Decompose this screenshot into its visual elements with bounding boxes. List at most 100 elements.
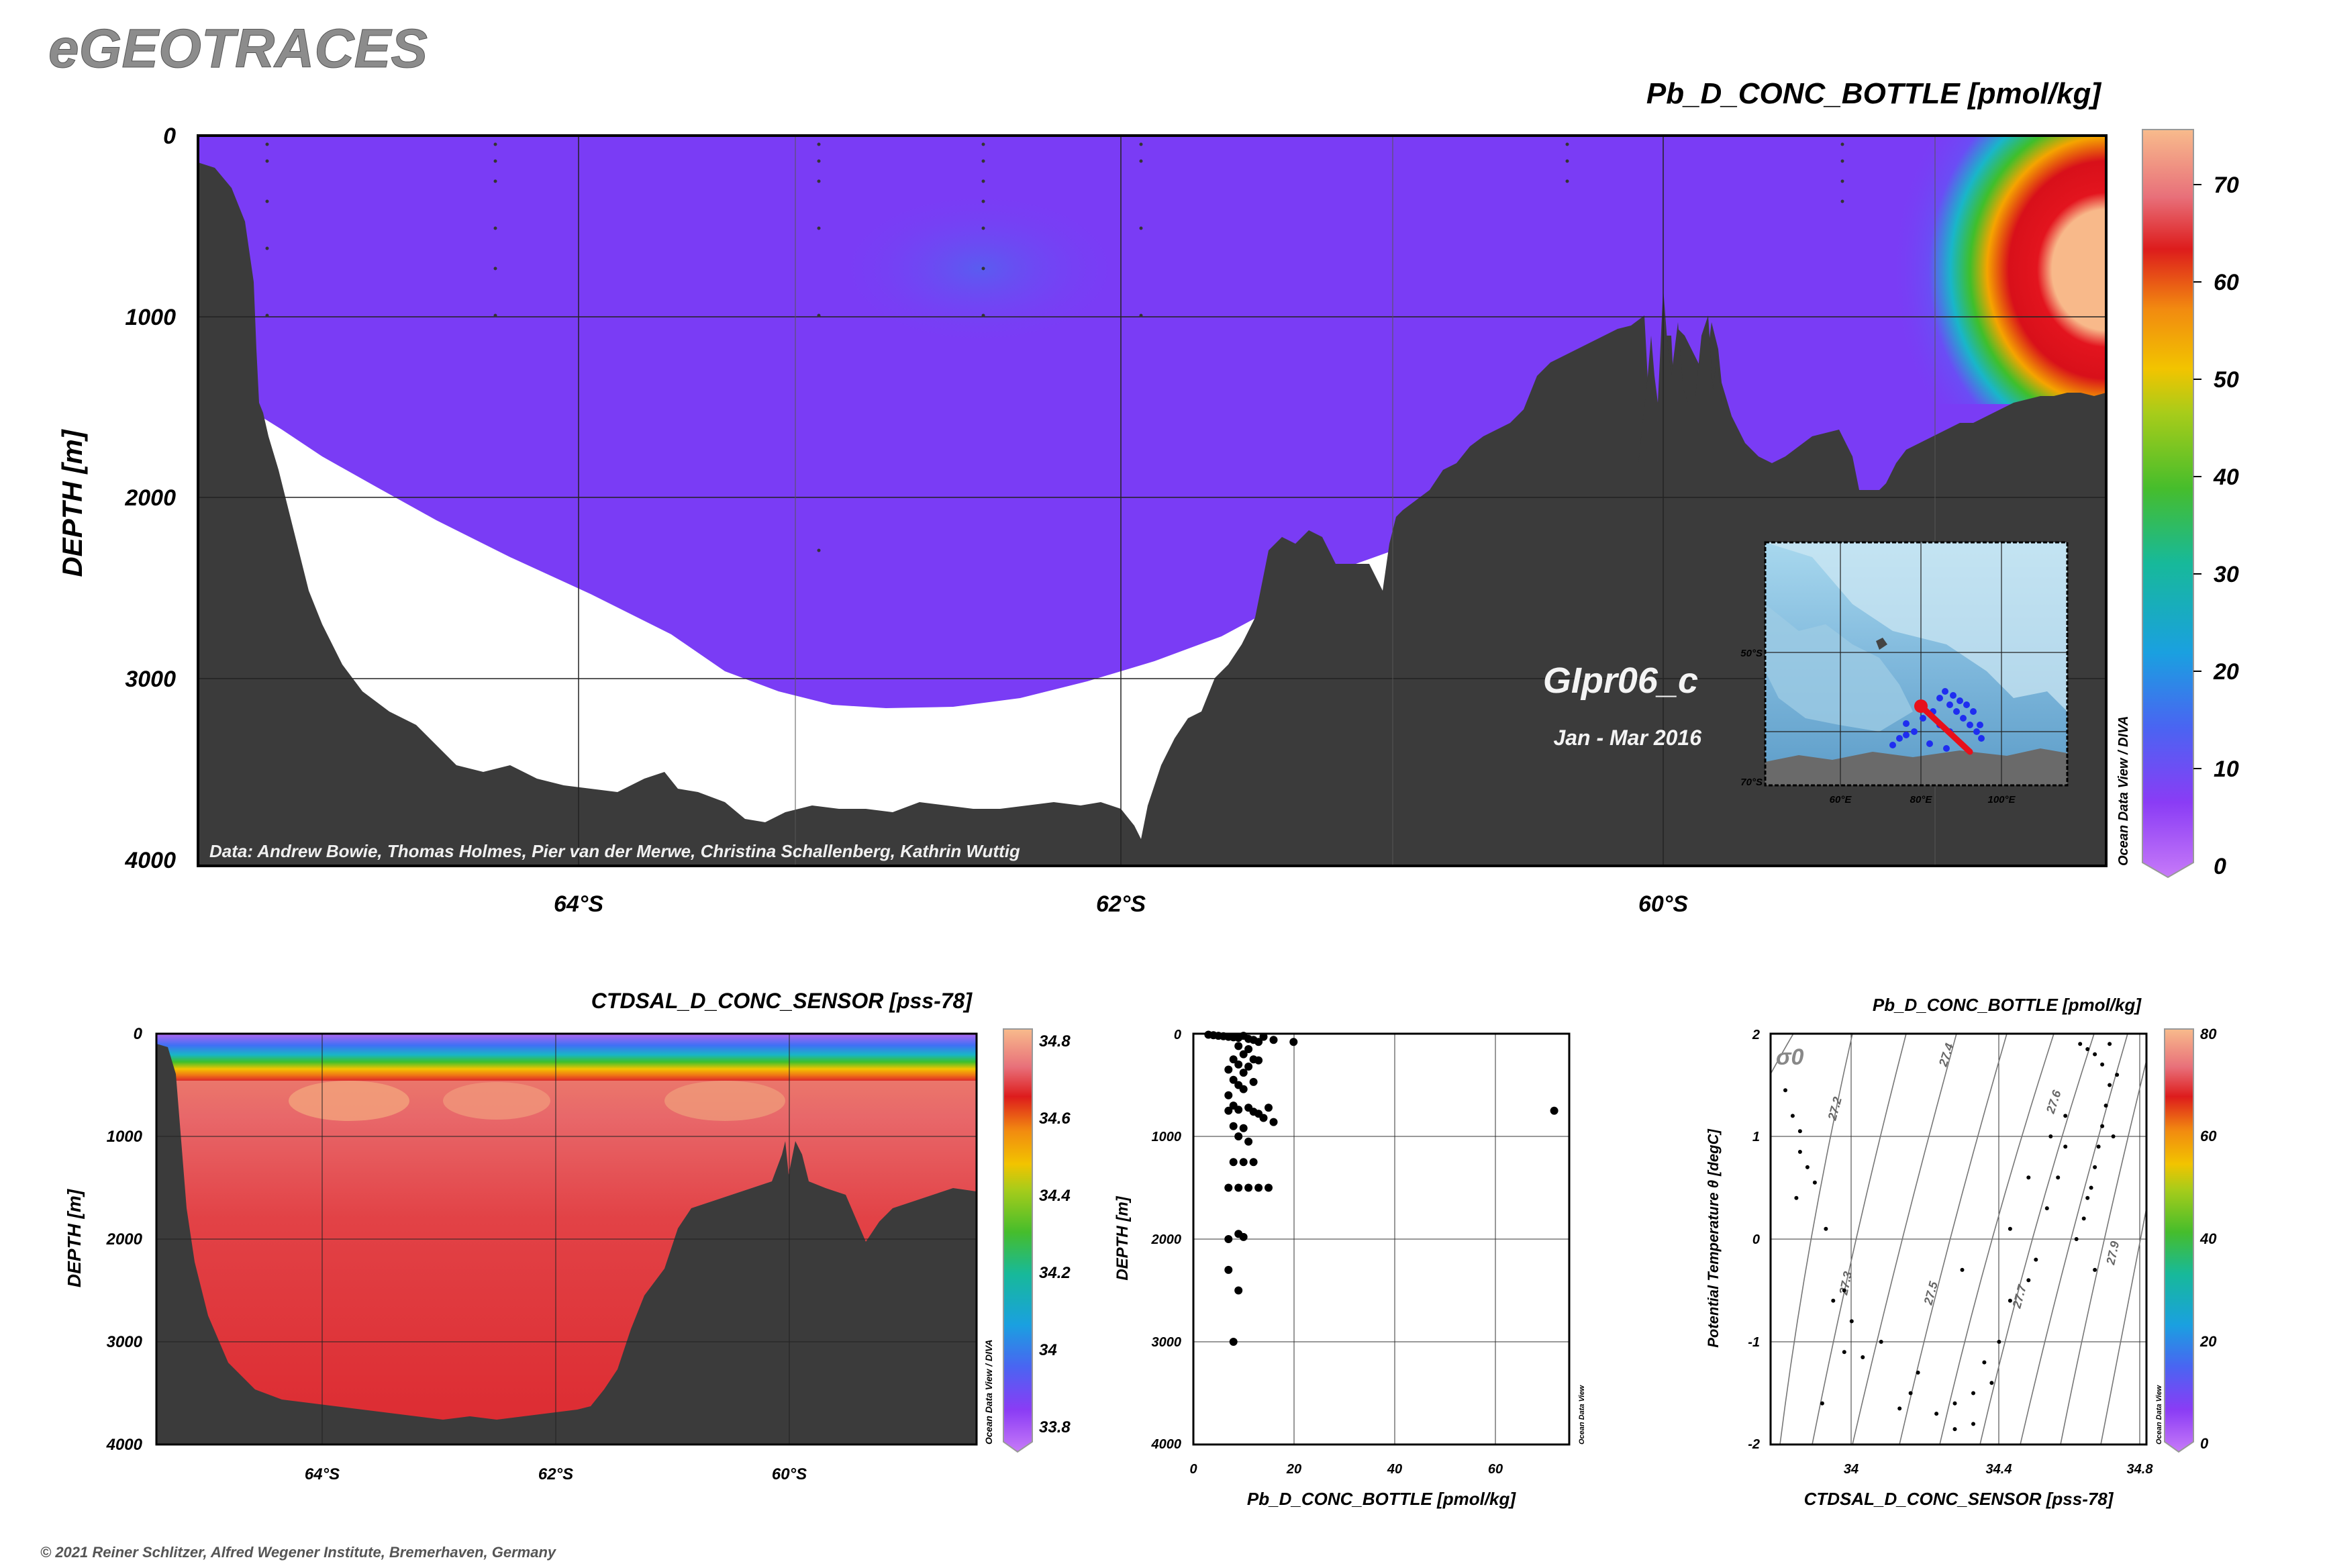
data-point xyxy=(1224,1106,1233,1115)
data-point xyxy=(1997,1340,2001,1344)
profile-points xyxy=(1204,1030,1558,1346)
ts-diagram-xticks: 34 34.4 34.8 xyxy=(1844,1462,2153,1477)
x-tick: 34.8 xyxy=(2127,1462,2154,1477)
colorbar-tick: 10 xyxy=(2214,756,2239,782)
cruise-track-line xyxy=(1918,703,1973,755)
y-tick: -1 xyxy=(1748,1335,1760,1350)
data-point xyxy=(1934,1412,1939,1416)
data-point xyxy=(1224,1065,1233,1074)
data-point xyxy=(1797,1129,1802,1134)
data-point xyxy=(1879,1340,1883,1344)
data-point xyxy=(1908,1391,1913,1395)
data-point xyxy=(1244,1183,1253,1192)
data-point xyxy=(1234,1106,1243,1114)
data-point xyxy=(1229,1122,1238,1130)
colorbar-tick: 40 xyxy=(2213,464,2239,490)
main-section-ridge xyxy=(1638,289,1722,470)
data-point xyxy=(2100,1062,2105,1067)
colorbar-tick: 34.8 xyxy=(1039,1032,1071,1050)
y-tick: 2 xyxy=(1752,1028,1760,1042)
data-point xyxy=(1797,1150,1802,1154)
brand-logo: eGEOTRACES xyxy=(48,18,428,79)
y-tick: 4000 xyxy=(106,1436,143,1454)
data-point xyxy=(1842,1288,1846,1293)
y-tick: 0 xyxy=(134,1025,143,1043)
data-point xyxy=(2056,1175,2061,1180)
data-point xyxy=(1244,1137,1253,1146)
y-tick: 1 xyxy=(1752,1130,1760,1144)
data-point xyxy=(1971,1422,1975,1426)
profile-plot-xticks: 0 20 40 60 xyxy=(1189,1462,1503,1477)
y-tick: 1000 xyxy=(125,305,176,330)
ts-diagram-title: Pb_D_CONC_BOTTLE [pmol/kg] xyxy=(1873,995,2142,1015)
data-point xyxy=(1971,1391,1975,1395)
colorbar-tick: 0 xyxy=(2200,1435,2209,1452)
data-point xyxy=(1265,1183,1273,1192)
data-point xyxy=(2085,1047,2090,1051)
data-point xyxy=(2089,1185,2093,1190)
main-section-xticks: 64°S 62°S 60°S xyxy=(554,891,1688,917)
main-section-frame xyxy=(197,134,2108,867)
data-point xyxy=(1224,1265,1233,1274)
x-tick: 62°S xyxy=(538,1465,573,1483)
y-tick: -2 xyxy=(1748,1437,1760,1452)
data-point xyxy=(2103,1104,2108,1108)
main-section-bluepatch xyxy=(832,188,1128,349)
main-section-hotspot xyxy=(1866,136,2106,404)
main-section-panel: Pb_D_CONC_BOTTLE [pmol/kg] xyxy=(56,77,2239,917)
y-tick: 2000 xyxy=(124,485,176,511)
data-point xyxy=(1234,1286,1243,1295)
data-point xyxy=(1239,1124,1248,1132)
ts-colorbar: 80 60 40 20 0 xyxy=(2164,1026,2217,1453)
data-point xyxy=(1234,1060,1243,1069)
data-point xyxy=(1244,1045,1253,1053)
data-point xyxy=(2026,1175,2031,1180)
colorbar-tick: 34.2 xyxy=(1039,1264,1071,1282)
x-tick: 64°S xyxy=(554,891,603,917)
salinity-section-ylabel: DEPTH [m] xyxy=(64,1188,85,1287)
data-point xyxy=(1224,1235,1233,1243)
x-tick: 20 xyxy=(1286,1462,1301,1477)
data-point xyxy=(2008,1298,2012,1303)
map-lon-label: 80°E xyxy=(1910,794,1933,805)
copyright-text: © 2021 Reiner Schlitzer, Alfred Wegener … xyxy=(40,1544,557,1561)
x-tick: 34.4 xyxy=(1986,1462,2012,1477)
data-point xyxy=(1824,1226,1828,1231)
main-section-nodata-area xyxy=(255,413,1436,866)
y-tick: 2000 xyxy=(1151,1232,1182,1247)
data-point xyxy=(1982,1360,1987,1365)
data-point xyxy=(1254,1183,1263,1192)
y-tick: 0 xyxy=(1174,1028,1181,1042)
data-point xyxy=(1790,1114,1795,1118)
profile-plot: DEPTH [m] 0 1000 2000 3000 4000 0 20 40 … xyxy=(1113,1028,1586,1509)
data-point xyxy=(2081,1216,2086,1221)
y-tick: 2000 xyxy=(106,1230,143,1248)
salinity-section-seafloor xyxy=(156,1044,977,1444)
profile-plot-yticks: 0 1000 2000 3000 4000 xyxy=(1151,1028,1182,1452)
data-point xyxy=(1234,1132,1243,1140)
ts-points xyxy=(1783,1042,2120,1432)
data-point xyxy=(1849,1319,1854,1324)
data-point xyxy=(2093,1052,2097,1057)
data-point xyxy=(2078,1042,2083,1046)
y-tick: 0 xyxy=(163,124,176,149)
colorbar-tick: 20 xyxy=(2213,659,2239,685)
data-point xyxy=(2093,1267,2097,1272)
data-point xyxy=(1269,1118,1278,1126)
data-point xyxy=(1989,1381,1994,1385)
data-point xyxy=(1550,1106,1558,1115)
x-tick: 60 xyxy=(1488,1462,1503,1477)
y-tick: 0 xyxy=(1752,1232,1760,1247)
data-point xyxy=(1861,1355,1865,1359)
data-point xyxy=(1805,1165,1810,1169)
x-tick: 64°S xyxy=(305,1465,340,1483)
data-point xyxy=(1224,1091,1233,1099)
data-point xyxy=(1229,1338,1238,1346)
colorbar-tick: 60 xyxy=(2214,270,2239,295)
data-point xyxy=(1229,1075,1238,1084)
y-tick: 4000 xyxy=(1151,1437,1182,1452)
data-point xyxy=(2048,1134,2053,1138)
salinity-section-panel: CTDSAL_D_CONC_SENSOR [pss-78] DEPTH [m] … xyxy=(64,989,1071,1483)
x-tick: 34 xyxy=(1844,1462,1859,1477)
